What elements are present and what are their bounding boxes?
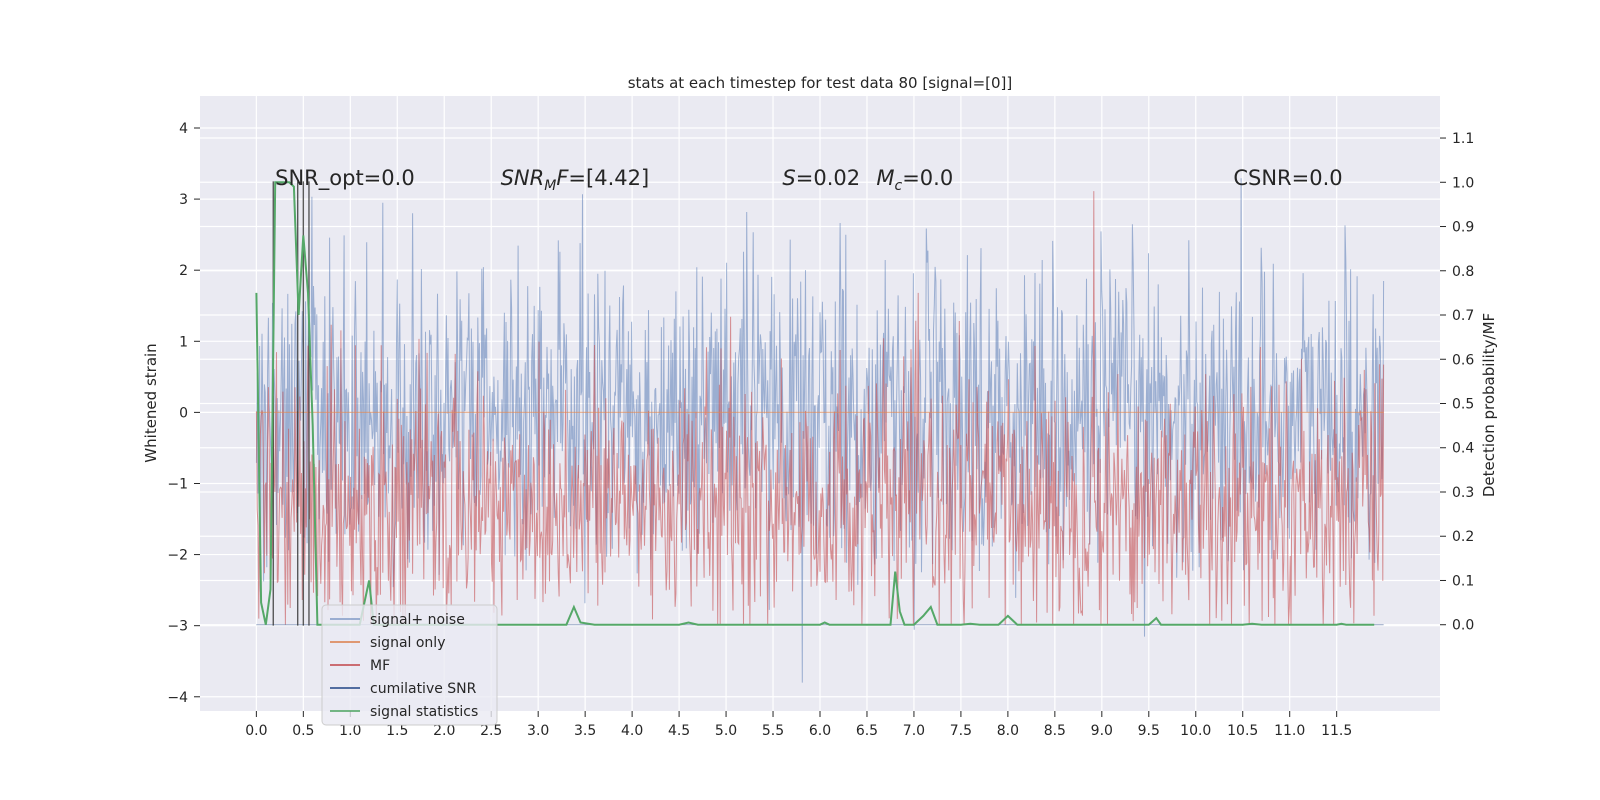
y2-tick-label: 0.8	[1452, 264, 1474, 280]
x-tick-label: 10.0	[1180, 723, 1211, 739]
annotation-text: Mc=0.0	[876, 166, 953, 194]
y2-tick-label: 0.6	[1452, 352, 1474, 368]
x-tick-label: 0.0	[245, 723, 267, 739]
y2-tick-label: 0.3	[1452, 485, 1474, 501]
series-signal-statistics	[255, 181, 1375, 626]
y-axis-label: Whitened strain	[142, 343, 160, 462]
y2-tick-label: 0.2	[1452, 529, 1474, 545]
legend-entry: MF	[370, 658, 390, 674]
x-tick-label: 7.5	[950, 723, 972, 739]
series-mf	[255, 191, 1385, 625]
y2-tick-label: 1.1	[1452, 131, 1474, 147]
x-tick-label: 4.0	[621, 723, 643, 739]
y-tick-label: 2	[179, 263, 188, 279]
y-tick-label: −3	[167, 619, 188, 635]
y-tick-label: −4	[167, 690, 188, 706]
annotations: SNR_opt=0.0 SNRMF=[4.42] S=0.02 Mc=0.0 CSNR=…	[275, 166, 1342, 194]
y-tick-label: 1	[179, 334, 188, 350]
x-tick-label: 6.5	[856, 723, 878, 739]
y2-tick-label: 1.0	[1452, 175, 1474, 191]
y2-tick-label: 0.9	[1452, 220, 1474, 236]
x-tick-label: 11.0	[1274, 723, 1305, 739]
annotation-text: SNR_opt=0.0	[275, 166, 415, 191]
x-tick-label: 4.5	[668, 723, 690, 739]
y2-axis-label: Detection probability/MF	[1480, 313, 1498, 497]
x-tick-label: 1.0	[339, 723, 361, 739]
x-tick-label: 1.5	[386, 723, 408, 739]
x-tick-label: 10.5	[1227, 723, 1258, 739]
x-tick-label: 8.0	[997, 723, 1019, 739]
x-tick-label: 9.0	[1091, 723, 1113, 739]
x-tick-label: 5.0	[715, 723, 737, 739]
legend-entry: cumilative SNR	[370, 681, 477, 697]
y-tick-label: −2	[167, 548, 188, 564]
legend-entry: signal+ noise	[370, 612, 465, 628]
annotation-text: CSNR=0.0	[1233, 166, 1342, 190]
legend-entry: signal statistics	[370, 704, 478, 720]
ticks: 4 3 2 1 0 −1 −2 −3 −4 1.1 1.0 0.9 0.8 0.7 0.6 0.5 0.4 0.3…	[167, 121, 1474, 739]
legend-box	[321, 604, 498, 726]
x-tick-label: 7.0	[903, 723, 925, 739]
annotation-text: S=0.02	[782, 166, 860, 190]
annotation-text: SNRMF=[4.42]	[501, 166, 650, 194]
y2-tick-label: 0.1	[1452, 573, 1474, 589]
x-tick-label: 8.5	[1044, 723, 1066, 739]
x-tick-label: 9.5	[1138, 723, 1160, 739]
y2-tick-label: 0.0	[1452, 618, 1474, 634]
x-tick-label: 11.5	[1321, 723, 1352, 739]
x-tick-label: 3.5	[574, 723, 596, 739]
series-signal-noise	[255, 178, 1385, 683]
x-tick-label: 5.5	[762, 723, 784, 739]
y-tick-label: 3	[179, 192, 188, 208]
legend: signal+ noise signal only MF cumilative SNR…	[321, 604, 498, 726]
y-tick-label: 4	[179, 121, 188, 137]
x-tick-label: 0.5	[292, 723, 314, 739]
legend-entry: signal only	[370, 635, 445, 651]
y-tick-label: −1	[167, 476, 188, 492]
y2-tick-label: 0.7	[1452, 308, 1474, 324]
x-tick-label: 2.5	[480, 723, 502, 739]
y2-tick-label: 0.5	[1452, 397, 1474, 413]
y2-tick-label: 0.4	[1452, 441, 1474, 457]
x-tick-label: 6.0	[809, 723, 831, 739]
x-tick-label: 3.0	[527, 723, 549, 739]
chart-title: stats at each timestep for test data 80 …	[628, 74, 1013, 92]
green-layer	[255, 181, 1375, 626]
y-tick-label: 0	[179, 405, 188, 421]
x-tick-label: 2.0	[433, 723, 455, 739]
